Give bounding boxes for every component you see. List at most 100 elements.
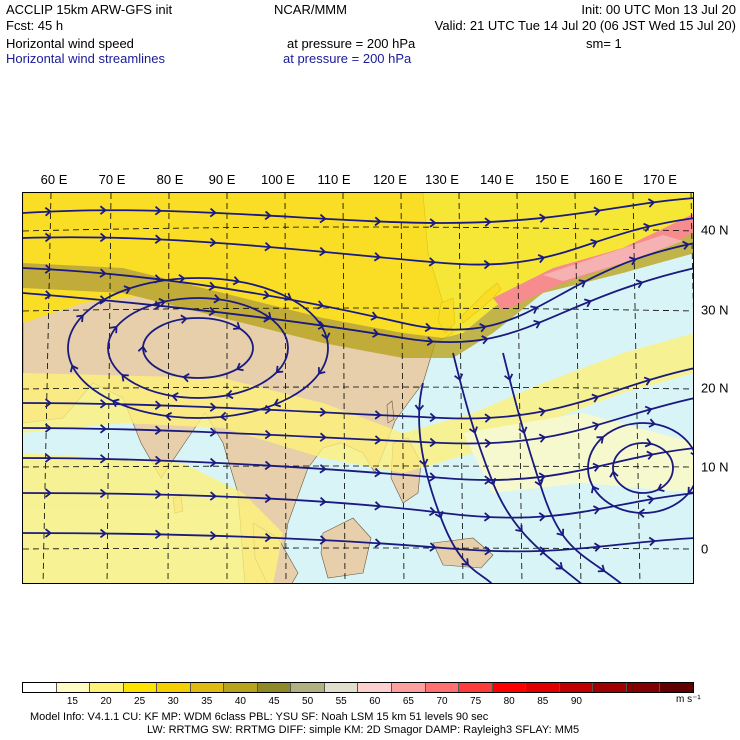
streamline-arrowhead xyxy=(154,529,162,540)
streamline xyxy=(23,447,693,481)
anticyclone-streamline xyxy=(587,422,693,514)
streamline-arrowhead xyxy=(419,458,429,467)
grid-line xyxy=(574,193,582,583)
colorbar-cell xyxy=(559,683,594,692)
streamline-arrowhead xyxy=(317,320,326,330)
colorbar-cell xyxy=(660,683,693,692)
streamline-arrowhead xyxy=(44,398,52,408)
streamline-arrowhead xyxy=(374,467,382,478)
streamline-arrowhead xyxy=(44,488,52,498)
grid-line xyxy=(23,226,693,232)
colorbar-cell xyxy=(358,683,393,692)
streamline-arrowhead xyxy=(99,268,107,278)
streamline-arrowhead xyxy=(628,256,637,266)
grid-line xyxy=(458,193,464,583)
colorbar-label: 20 xyxy=(100,696,112,707)
streamline-arrowhead xyxy=(319,432,327,442)
streamline-arrowhead xyxy=(484,413,492,423)
streamline-arrowhead xyxy=(319,496,327,507)
streamline-arrowhead xyxy=(110,325,118,334)
grid-line xyxy=(690,193,693,311)
colorbar-label: 70 xyxy=(436,696,448,707)
streamline-arrowhead xyxy=(262,290,271,300)
longitude-label: 70 E xyxy=(98,172,126,187)
model-info-line2: LW: RRTMG SW: RRTMG DIFF: simple KM: 2D … xyxy=(147,724,580,736)
streamline-arrowhead xyxy=(209,530,217,541)
streamline-arrowhead xyxy=(99,424,107,434)
streamline-arrowhead xyxy=(264,493,272,504)
anticyclone-streamline xyxy=(612,442,674,494)
colorbar-label: 50 xyxy=(302,696,314,707)
model-info-line1: Model Info: V4.1.1 CU: KF MP: WDM 6class… xyxy=(30,711,489,723)
streamline-arrowhead xyxy=(208,306,216,317)
streamline-arrowhead xyxy=(428,257,436,267)
streamline-arrowhead xyxy=(233,321,241,330)
colorbar-label: 25 xyxy=(134,696,146,707)
grid-line xyxy=(284,193,287,583)
streamline-arrowhead xyxy=(537,254,546,264)
streamline-arrowhead xyxy=(593,206,601,216)
forecast-hour: Fcst: 45 h xyxy=(6,18,64,33)
model-title: ACCLIP 15km ARW-GFS init xyxy=(6,2,173,17)
streamline xyxy=(502,352,622,583)
streamline-arrowheads xyxy=(44,198,693,573)
streamline-arrowhead xyxy=(556,528,565,537)
colorbar-cell xyxy=(224,683,258,692)
streamline-arrowhead xyxy=(321,332,331,340)
pressure-label-streamlines: at pressure = 200 hPa xyxy=(283,51,412,66)
streamline-arrowhead xyxy=(374,538,382,548)
streamline-arrowhead xyxy=(591,393,600,403)
grid-line xyxy=(106,193,112,583)
streamline-arrowhead xyxy=(583,298,592,308)
streamline-arrowhead xyxy=(319,535,327,545)
colorbar-label: 85 xyxy=(537,696,549,707)
longitude-label: 140 E xyxy=(480,172,514,187)
streamline-arrowhead xyxy=(264,241,272,252)
streamline-arrowhead xyxy=(164,411,173,422)
land-taiwan xyxy=(386,400,395,424)
colorbar-cell xyxy=(526,683,560,692)
grid-line xyxy=(23,307,693,312)
colorbar-cell xyxy=(90,683,124,692)
streamline-arrowhead xyxy=(484,438,492,449)
wind-map-canvas xyxy=(23,193,693,583)
streamline-arrowhead xyxy=(479,323,487,333)
streamline-arrowhead xyxy=(596,436,605,444)
center-label: NCAR/MMM xyxy=(274,2,347,17)
streamline-arrowhead xyxy=(426,336,434,346)
streamline-arrowhead xyxy=(429,437,437,448)
streamline xyxy=(23,492,693,519)
streamline-arrowhead xyxy=(635,279,644,289)
streamline-arrowhead xyxy=(44,206,52,217)
streamline-arrowhead xyxy=(69,364,79,373)
longitude-label: 150 E xyxy=(535,172,569,187)
latitude-label: 0 xyxy=(701,541,709,557)
streamline xyxy=(23,397,693,445)
colorbar-label: 60 xyxy=(369,696,381,707)
streamline-arrowhead xyxy=(235,362,244,372)
grid-line xyxy=(400,193,405,583)
streamline-arrowhead xyxy=(225,389,234,400)
streamline-arrowhead xyxy=(154,455,162,466)
streamline-arrowhead xyxy=(209,427,217,437)
colorbar-cell xyxy=(425,683,460,692)
streamline-arrowhead xyxy=(213,294,221,304)
anticyclone-streamline xyxy=(67,277,329,419)
streamline-arrowhead xyxy=(99,399,107,409)
streamline-arrowhead xyxy=(593,542,602,552)
colorbar-units: m s⁻¹ xyxy=(676,694,701,705)
streamline-arrowhead xyxy=(209,457,217,468)
streamline-arrowhead xyxy=(644,405,653,415)
streamline-arrowhead xyxy=(647,198,656,208)
latitude-label: 20 N xyxy=(701,380,729,396)
longitude-label: 80 E xyxy=(156,172,184,187)
streamline-arrowhead xyxy=(484,475,492,485)
streamline-arrowhead xyxy=(504,373,514,382)
streamline-arrowhead xyxy=(592,505,601,515)
streamline-arrowhead xyxy=(644,438,653,448)
colorbar-label: 15 xyxy=(66,696,78,707)
streamline-arrowhead xyxy=(555,561,564,570)
streamline-arrowhead xyxy=(687,486,693,495)
streamline-arrowhead xyxy=(319,464,327,474)
streamline-arrowhead xyxy=(158,297,167,308)
